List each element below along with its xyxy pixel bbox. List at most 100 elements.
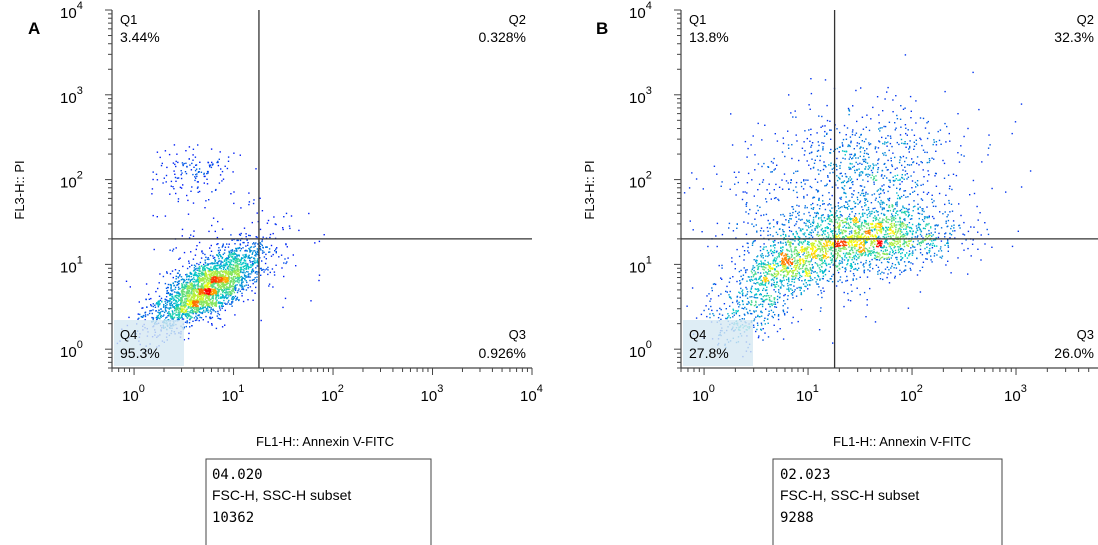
event-dot (242, 300, 245, 303)
event-dot (926, 252, 928, 254)
event-dot (853, 241, 856, 243)
x-tick-label: 100 (692, 383, 715, 405)
event-dot (802, 258, 804, 260)
event-dot (815, 249, 818, 251)
event-dot (228, 268, 230, 270)
event-dot (912, 206, 915, 208)
event-dot (760, 275, 762, 277)
event-dot (904, 254, 906, 256)
quadrant-q2-label: Q2 (509, 12, 526, 27)
event-dot (887, 198, 889, 200)
event-dot (257, 243, 259, 245)
event-dot (175, 297, 178, 299)
event-dot (280, 254, 283, 256)
event-dot (894, 208, 896, 210)
event-dot (792, 297, 794, 299)
event-dot (185, 282, 188, 284)
event-dot (200, 300, 202, 302)
event-dot (162, 310, 164, 312)
event-dot (263, 256, 266, 258)
event-dot (153, 248, 155, 251)
event-dot (184, 321, 187, 323)
event-dot (241, 285, 244, 288)
event-dot (925, 235, 927, 238)
event-dot (216, 161, 218, 164)
event-dot (924, 239, 926, 242)
event-dot (238, 282, 240, 284)
event-dot (194, 268, 197, 270)
event-dot (181, 287, 183, 289)
event-dot (863, 245, 865, 247)
event-dot (842, 252, 845, 255)
event-dot (834, 230, 837, 233)
event-dot (849, 264, 851, 267)
event-dot (193, 278, 196, 281)
scatter-events (683, 54, 1032, 358)
event-dot (893, 232, 895, 234)
event-dot (866, 230, 868, 233)
event-dot (842, 221, 844, 224)
event-dot (212, 276, 214, 278)
event-dot (144, 314, 147, 316)
event-dot (788, 270, 790, 273)
event-dot (239, 276, 242, 278)
event-dot (866, 249, 869, 251)
event-dot (896, 201, 898, 203)
event-dot (209, 270, 212, 272)
event-dot (898, 248, 900, 250)
event-dot (831, 207, 833, 209)
event-dot (214, 286, 217, 289)
event-dot (255, 255, 257, 257)
event-dot (848, 246, 850, 248)
event-dot (930, 255, 932, 257)
event-dot (853, 215, 856, 217)
event-dot (947, 219, 950, 222)
event-dot (219, 309, 222, 311)
event-dot (938, 232, 940, 235)
event-dot (155, 173, 158, 175)
event-dot (950, 203, 953, 205)
event-dot (276, 247, 278, 249)
event-dot (209, 164, 212, 166)
event-dot (215, 268, 218, 270)
event-dot (260, 274, 262, 276)
event-dot (254, 245, 256, 247)
event-dot (235, 250, 238, 252)
event-dot (210, 294, 212, 297)
event-dot (773, 249, 776, 252)
event-dot (219, 297, 222, 299)
event-dot (908, 250, 911, 252)
event-dot (194, 176, 196, 178)
event-dot (211, 305, 214, 307)
event-dot (853, 268, 855, 271)
event-dot (215, 293, 218, 295)
event-dot (169, 313, 172, 315)
event-dot (947, 246, 950, 248)
event-dot (761, 283, 764, 285)
event-dot (190, 317, 192, 319)
event-dot (214, 259, 216, 261)
event-dot (213, 271, 215, 273)
event-dot (220, 267, 222, 270)
event-dot (875, 236, 877, 238)
event-dot (923, 216, 926, 218)
event-dot (784, 263, 786, 265)
event-dot (899, 273, 901, 276)
event-dot (213, 282, 215, 284)
event-dot (920, 230, 923, 232)
event-dot (224, 291, 226, 294)
x-tick-label: 102 (321, 383, 344, 405)
event-dot (193, 311, 195, 313)
event-dot (818, 217, 820, 220)
event-dot (919, 291, 922, 293)
event-dot (179, 257, 181, 259)
event-dot (824, 254, 826, 257)
event-dot (827, 250, 829, 253)
event-dot (825, 249, 827, 251)
event-dot (171, 250, 174, 252)
event-dot (835, 242, 838, 245)
event-dot (818, 240, 820, 242)
event-dot (191, 303, 193, 306)
event-dot (897, 228, 900, 230)
event-dot (890, 236, 892, 239)
